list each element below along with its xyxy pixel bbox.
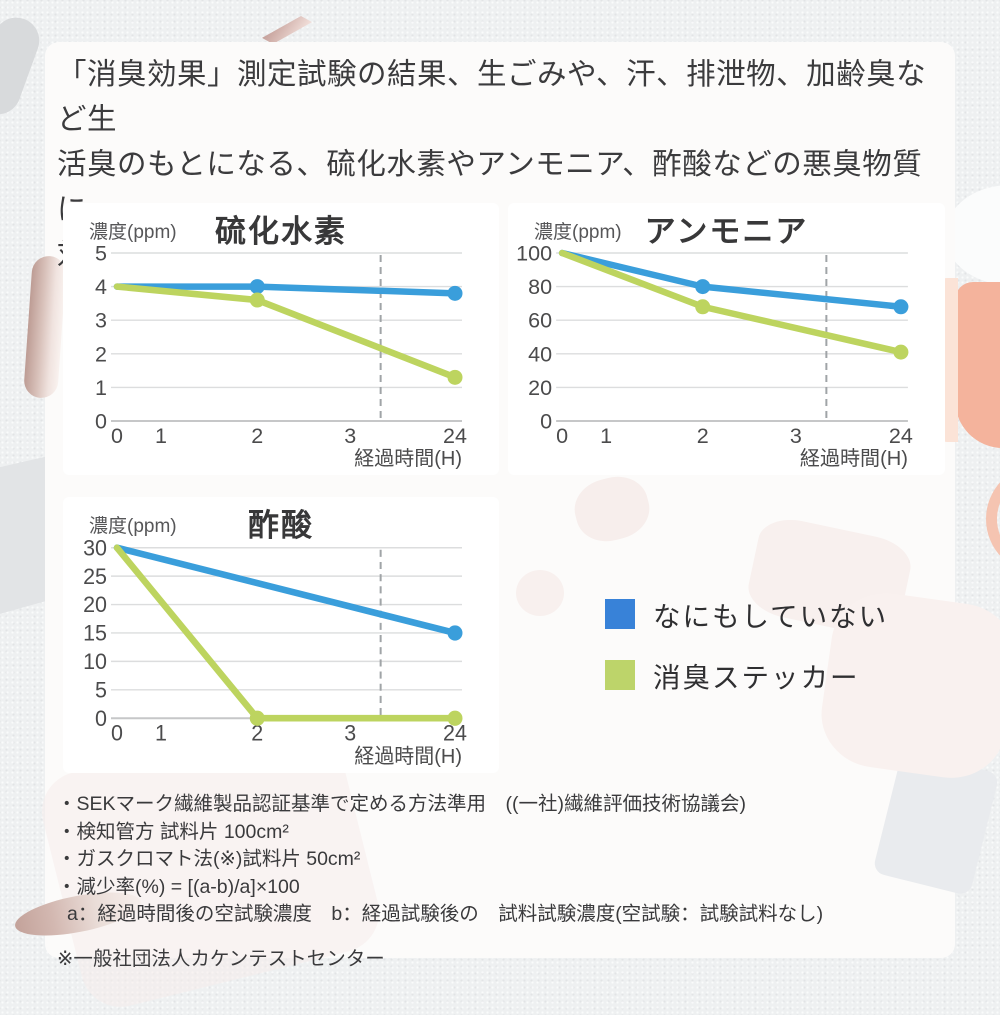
chart-title-ammonia: アンモニア xyxy=(644,214,809,249)
footnote-line: ・減少率(%) = [(a-b)/a]×100 xyxy=(57,875,300,898)
legend-label-untreated: なにもしていない xyxy=(653,601,889,632)
legend-item-deodorant-sticker: 消臭ステッカー xyxy=(605,655,888,695)
svg-text:3: 3 xyxy=(790,424,802,448)
legend-swatch-green xyxy=(605,660,635,690)
svg-text:2: 2 xyxy=(251,720,263,745)
svg-text:3: 3 xyxy=(95,309,107,333)
svg-text:10: 10 xyxy=(83,649,107,674)
svg-text:24: 24 xyxy=(443,424,467,448)
svg-text:1: 1 xyxy=(155,424,167,448)
footnote-line: a：経過時間後の空試験濃度 b：経過試験後の 試料試験濃度(空試験：試験試料なし… xyxy=(67,903,824,925)
y-axis-label: 濃度(ppm) xyxy=(89,222,177,243)
y-axis-label: 濃度(ppm) xyxy=(89,516,177,537)
svg-text:60: 60 xyxy=(528,309,552,333)
svg-text:4: 4 xyxy=(95,275,107,299)
chart-panel-acetic-acid: 濃度(ppm) 酢酸 30 25 20 15 10 5 0 0 1 2 3 24 経過時間(H) xyxy=(63,497,499,773)
rose-wedge-decoration xyxy=(262,16,312,44)
svg-text:2: 2 xyxy=(251,424,263,448)
svg-text:0: 0 xyxy=(111,424,123,448)
svg-text:1: 1 xyxy=(95,376,107,400)
svg-text:経過時間(H): 経過時間(H) xyxy=(354,447,462,470)
svg-text:経過時間(H): 経過時間(H) xyxy=(800,447,908,470)
faint-blob-decoration xyxy=(516,570,564,616)
svg-text:20: 20 xyxy=(528,376,552,400)
chart-title-acetic-acid: 酢酸 xyxy=(248,508,314,543)
svg-text:0: 0 xyxy=(556,424,568,448)
svg-text:0: 0 xyxy=(95,706,107,731)
legend-label-deodorant-sticker: 消臭ステッカー xyxy=(653,662,860,693)
legend-swatch-blue xyxy=(605,599,635,629)
svg-text:24: 24 xyxy=(889,424,913,448)
svg-text:20: 20 xyxy=(83,592,107,617)
svg-text:0: 0 xyxy=(540,410,552,434)
footnote-line: ・ガスクロマト法(※)試料片 50cm² xyxy=(57,848,361,870)
chart-panel-hydrogen-sulfide: 濃度(ppm) 硫化水素 5 4 3 2 1 0 0 1 2 3 24 経過時間(H) xyxy=(63,203,499,475)
legend-item-untreated: なにもしていない xyxy=(605,594,888,634)
footnote-note: ※一般社団法人カケンテストセンター xyxy=(57,947,385,970)
svg-text:5: 5 xyxy=(95,677,107,702)
svg-text:15: 15 xyxy=(83,620,107,645)
svg-text:100: 100 xyxy=(516,242,552,266)
svg-text:80: 80 xyxy=(528,275,552,299)
chart-panel-ammonia: 濃度(ppm) アンモニア 100 80 60 40 20 0 0 1 2 3 24 経過時間(H) xyxy=(508,203,945,475)
gray-ribbon-decoration xyxy=(0,11,46,121)
svg-text:3: 3 xyxy=(344,720,356,745)
y-axis-label: 濃度(ppm) xyxy=(534,222,622,243)
peach-ring-decoration xyxy=(986,464,1000,574)
svg-text:2: 2 xyxy=(697,424,709,448)
svg-text:3: 3 xyxy=(344,424,356,448)
svg-text:1: 1 xyxy=(600,424,612,448)
footnote-line: ・検知管方 試料片 100cm² xyxy=(57,820,289,843)
footnote-line: ・SEKマーク繊維製品認証基準で定める方法準用 ((一社)繊維評価技術協議会) xyxy=(57,793,746,815)
peach-blob-decoration xyxy=(955,282,1000,448)
footnotes: ・SEKマーク繊維製品認証基準で定める方法準用 ((一社)繊維評価技術協議会) … xyxy=(57,791,917,973)
svg-text:25: 25 xyxy=(83,564,107,589)
svg-text:2: 2 xyxy=(95,342,107,366)
chart-legend: なにもしていない 消臭ステッカー xyxy=(605,594,888,716)
svg-text:1: 1 xyxy=(155,720,167,745)
svg-text:30: 30 xyxy=(83,535,107,560)
svg-text:24: 24 xyxy=(443,720,467,745)
svg-text:0: 0 xyxy=(95,410,107,434)
chart-title-hydrogen-sulfide: 硫化水素 xyxy=(215,214,347,249)
svg-text:0: 0 xyxy=(111,720,123,745)
svg-text:40: 40 xyxy=(528,342,552,366)
svg-text:経過時間(H): 経過時間(H) xyxy=(354,745,462,768)
svg-text:5: 5 xyxy=(95,242,107,266)
